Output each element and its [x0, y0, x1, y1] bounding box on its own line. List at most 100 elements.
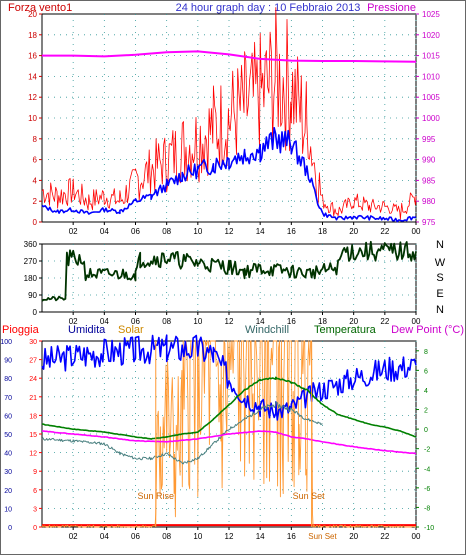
gust-series-line: [41, 7, 417, 220]
temp-x-tick-label: 02: [69, 532, 78, 541]
legend-windchill: Windchill: [245, 324, 289, 336]
humidity-y-label: 40: [4, 451, 12, 458]
humidity-y-label: 0: [8, 525, 12, 532]
dir-y-label: 360: [24, 240, 38, 249]
temperature-humidity-panel: 0102030405060708090100036912151821242730…: [0, 334, 434, 541]
wind-x-tick-label: 06: [131, 227, 140, 236]
humidity-y-label: 90: [4, 358, 12, 365]
wind-y-left-label: 4: [33, 176, 38, 185]
wind-x-tick-label: 20: [349, 227, 358, 236]
pressure-y-right-label: 1020: [422, 31, 440, 40]
dir-x-tick-label: 08: [162, 317, 171, 326]
temp-y-right-label: 6: [424, 368, 428, 375]
dir-x-tick-label: 02: [69, 317, 78, 326]
temp-x-tick-label: 22: [380, 532, 389, 541]
wind-y-left-label: 0: [33, 218, 38, 227]
pressure-y-right-label: 980: [422, 197, 436, 206]
dir-compass-label: N: [436, 304, 444, 316]
temp-y-right-label: -6: [424, 486, 430, 493]
wind-pressure-panel: 0246810121416182097598098599099510001005…: [28, 7, 440, 236]
legend-solar: Solar: [118, 324, 144, 336]
dir-y-label: 90: [28, 291, 37, 300]
rain-y-label: 30: [29, 339, 37, 346]
sun-set-annotation: Sun Set: [293, 491, 326, 501]
rain-y-label: 18: [29, 413, 37, 420]
dir-x-tick-label: 10: [193, 317, 202, 326]
temp-x-tick-label: 06: [131, 532, 140, 541]
legend-umidita: Umidita: [68, 324, 106, 336]
dir-x-tick-label: 16: [287, 317, 296, 326]
humidity-y-label: 80: [4, 376, 12, 383]
humidity-y-label: 30: [4, 469, 12, 476]
chart-title: 24 hour graph day : 10 Febbraio 2013: [176, 2, 361, 14]
wind-y-left-label: 16: [28, 52, 37, 61]
wind-x-tick-label: 14: [256, 227, 265, 236]
temp-y-right-label: -2: [424, 447, 430, 454]
temp-x-tick-label: 10: [193, 532, 202, 541]
wind-x-tick-label: 16: [287, 227, 296, 236]
rain-y-label: 6: [33, 488, 37, 495]
temp-x-tick-label: Sun Set: [308, 532, 337, 541]
humidity-y-label: 100: [0, 339, 12, 346]
temp-x-tick-label: 08: [162, 532, 171, 541]
dir-compass-label: N: [436, 239, 444, 251]
dir-y-label: 0: [33, 308, 38, 317]
dir-y-label: 180: [24, 274, 38, 283]
pressure-y-right-label: 1025: [422, 10, 440, 19]
wind-x-tick-label: 18: [318, 227, 327, 236]
temp-x-tick-label: 12: [225, 532, 234, 541]
dir-compass-label: W: [435, 257, 446, 269]
wind-y-left-label: 12: [28, 93, 37, 102]
rain-y-label: 9: [33, 469, 37, 476]
temp-y-right-label: 2: [424, 408, 428, 415]
wind-y-left-label: 2: [33, 197, 38, 206]
wind-x-tick-label: 04: [100, 227, 109, 236]
wind-x-tick-label: 10: [193, 227, 202, 236]
wind-y-left-label: 8: [33, 135, 38, 144]
rain-y-label: 0: [33, 525, 37, 532]
humidity-y-label: 50: [4, 432, 12, 439]
pressure-y-right-label: 985: [422, 176, 436, 185]
temp-x-tick-label: 14: [256, 532, 265, 541]
dir-x-tick-label: 22: [380, 317, 389, 326]
pressure-y-right-label: 975: [422, 218, 436, 227]
wind-x-tick-label: 00: [412, 227, 421, 236]
pressure-y-right-label: 995: [422, 135, 436, 144]
dir-compass-label: S: [436, 272, 443, 284]
temp-x-tick-label: 16: [287, 532, 296, 541]
legend-pioggia: Pioggia: [2, 324, 40, 336]
humidity-y-label: 70: [4, 395, 12, 402]
humidity-y-label: 20: [4, 488, 12, 495]
wind-x-tick-label: 08: [162, 227, 171, 236]
rain-y-label: 15: [29, 432, 37, 439]
dir-x-tick-label: 14: [256, 317, 265, 326]
wind-y-left-label: 14: [28, 72, 37, 81]
rain-y-label: 21: [29, 395, 37, 402]
rain-y-label: 27: [29, 358, 37, 365]
rain-y-label: 12: [29, 451, 37, 458]
temp-y-right-label: 0: [424, 427, 428, 434]
humidity-y-label: 10: [4, 506, 12, 513]
temp-x-tick-label: 04: [100, 532, 109, 541]
pressure-y-right-label: 1000: [422, 114, 440, 123]
wind-x-tick-label: 22: [380, 227, 389, 236]
temp-y-right-label: -4: [424, 466, 430, 473]
wind-direction-series-line: [41, 240, 417, 302]
dir-x-tick-label: 06: [131, 317, 140, 326]
temperature-series-line: [41, 376, 417, 440]
dir-x-tick-label: 20: [349, 317, 358, 326]
dir-x-tick-label: 04: [100, 317, 109, 326]
wind-x-tick-label: 02: [69, 227, 78, 236]
wind-y-left-label: 18: [28, 31, 37, 40]
left-axis-title: Forza vento1: [8, 2, 72, 14]
wind-y-left-label: 20: [28, 10, 37, 19]
wind-y-left-label: 10: [28, 114, 37, 123]
dir-x-tick-label: 18: [318, 317, 327, 326]
legend-dewpoint: Dew Point (°C): [391, 324, 464, 336]
pressure-y-right-label: 990: [422, 156, 436, 165]
pressure-series-line: [42, 50, 417, 63]
dir-compass-label: E: [436, 288, 443, 300]
humidity-y-label: 60: [4, 413, 12, 420]
sun-rise-annotation: Sun Rise: [137, 491, 174, 501]
humidity-series-line: [41, 334, 417, 421]
